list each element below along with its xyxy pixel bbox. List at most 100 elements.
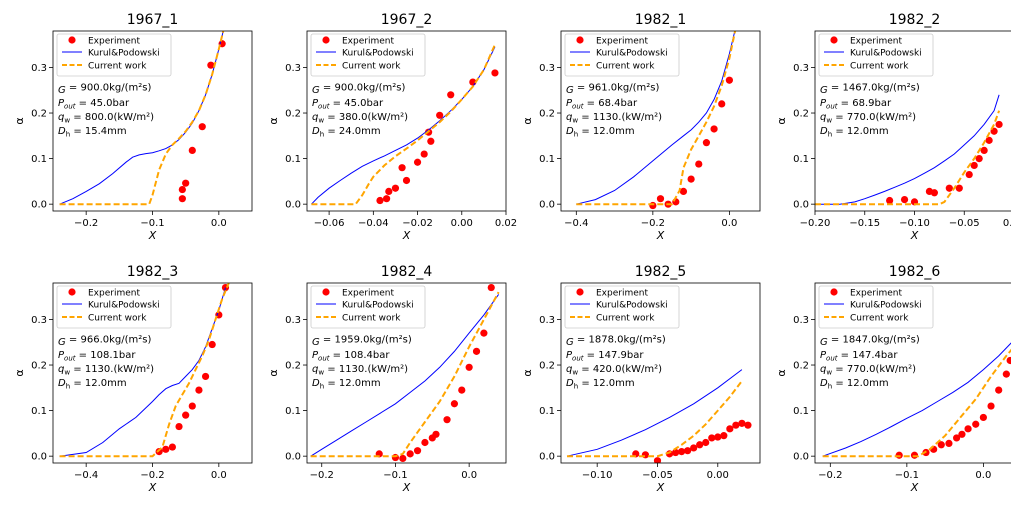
legend-entry: Current work [342,314,401,324]
annotation-outlet-pressure-value: = 68.9bar [838,98,892,109]
annotation-outlet-pressure-value: = 108.4bar [330,350,391,361]
experiment-point [420,150,428,158]
subplot-1982_5: 1982_5 −0.10 −0.05 0.00 0.0 0.1 0.2 0.3 Xα Experi… [521,264,761,494]
legend: Experiment Kurul&Podowski Current work [310,285,426,329]
y-axis-label: α [13,369,26,376]
experiment-point [955,184,963,192]
subplot-1982_4: 1982_4 −0.2 −0.1 0.0 0.0 0.1 0.2 0.3 Xα Experimen… [267,264,507,494]
legend-box [564,285,680,329]
experiment-point [945,439,953,448]
y-axis-label: α [521,117,534,124]
y-tick-label: 0.0 [539,200,555,211]
plot-area [311,44,499,206]
legend: Experiment Kurul&Podowski Current work [310,33,426,77]
plot-area [815,94,1003,206]
plot-frame [814,282,1011,464]
annotation-heat-flux: qw = 380.0(kW/m²) [312,112,408,125]
experiment-point [188,146,196,154]
experiment-point [188,402,196,410]
annotation-heat-flux-symbol: q [566,364,572,375]
experiment-point [975,154,983,163]
legend-entry: Kurul&Podowski [342,301,414,311]
annotation-outlet-pressure-subscript: out [572,103,584,111]
y-axis-label: α [521,369,534,376]
legend-entry: Current work [88,62,147,72]
legend: Experiment Kurul&Podowski Current work [56,285,172,329]
x-tick-label: −0.4 [564,218,588,229]
legend: Experiment Kurul&Podowski Current work [564,33,680,77]
kurul-podowski-line [815,94,1000,205]
y-tick-label: 0.0 [793,200,809,211]
annotation-heat-flux: qw = 1130.(kW/m²) [312,364,408,377]
annotation-hydraulic-diameter-symbol: D [820,378,828,389]
kurul-podowski-line [566,369,743,457]
annotation-heat-flux: qw = 770.0(kW/m²) [820,112,916,125]
x-tick-label: −0.2 [74,218,98,229]
experiment-point [465,363,473,371]
plot-area [576,31,737,210]
x-tick-label: −0.06 [314,218,345,229]
legend-experiment-marker [322,288,330,296]
annotation-hydraulic-diameter: Dh = 12.0mm [820,378,889,391]
annotation-hydraulic-diameter: Dh = 12.0mm [312,378,381,391]
experiment-point [886,196,894,205]
annotation-heat-flux: qw = 770.0(kW/m²) [820,364,916,377]
x-tick-label: 0.0 [721,218,737,229]
experiment-point [391,453,400,462]
annotation-heat-flux-subscript: w [64,369,70,377]
subplot-title: 1982_5 [635,264,687,280]
subplot-title: 1982_4 [381,264,433,280]
experiment-point [402,176,411,185]
annotation-outlet-pressure: Pout = 108.1bar [58,350,136,363]
experiment-point [708,434,716,442]
annotation-hydraulic-diameter-subscript: h [828,131,832,139]
annotation-mass-flux: G = 1467.0kg/(m²s) [820,83,920,97]
legend-entry: Current work [342,62,401,72]
annotation-heat-flux-value: = 1130.(kW/m²) [70,364,154,375]
experiment-point [987,402,995,410]
subplot-title: 1982_6 [889,264,941,280]
experiment-point [958,430,966,438]
annotation-outlet-pressure-subscript: out [572,355,584,363]
annotation-hydraulic-diameter-subscript: h [574,383,578,391]
subplot-1982_2: 1982_2 −0.20 −0.15 −0.10 −0.05 0.00 0.0 0.1 0.2 0… [775,12,1011,242]
y-tick-label: 0.1 [31,406,47,417]
experiment-point [965,170,973,179]
experiment-point [162,445,170,453]
y-axis-label: α [267,369,280,376]
current-work-line [815,110,1001,206]
annotation-heat-flux-value: = 800.0(kW/m²) [70,112,154,123]
experiment-point [980,146,988,154]
annotation-heat-flux-value: = 1130.(kW/m²) [324,364,408,375]
x-tick-label: −0.04 [358,218,389,229]
subplot-title: 1982_1 [635,12,687,28]
y-tick-label: 0.3 [31,63,47,74]
legend-entry: Kurul&Podowski [596,301,668,311]
annotation-heat-flux-symbol: q [312,112,318,123]
x-tick-label: 0.00 [451,218,473,229]
x-axis-label: X [148,481,157,494]
subplot-title: 1982_3 [127,264,179,280]
x-tick-label: −0.10 [582,470,613,481]
annotation-heat-flux-value: = 770.0(kW/m²) [832,364,916,375]
annotation-hydraulic-diameter-subscript: h [320,131,324,139]
x-tick-label: 0.00 [1003,218,1011,229]
legend-experiment-marker [68,288,76,296]
annotation-heat-flux-symbol: q [820,112,826,123]
legend-box [564,33,680,77]
experiment-point [678,448,686,456]
y-axis-label: α [13,117,26,124]
experiment-point [458,386,466,394]
annotation-hydraulic-diameter-value: = 12.0mm [324,378,380,389]
experiment-point [487,283,495,292]
legend-entry: Experiment [596,37,648,47]
annotation-outlet-pressure-subscript: out [318,355,330,363]
experiment-point [738,419,746,427]
experiment-point [979,413,987,422]
subplot-title: 1967_1 [127,12,179,28]
x-tick-label: 0.0 [211,470,227,481]
legend: Experiment Kurul&Podowski Current work [56,33,172,77]
annotation-heat-flux-value: = 380.0(kW/m²) [324,112,408,123]
